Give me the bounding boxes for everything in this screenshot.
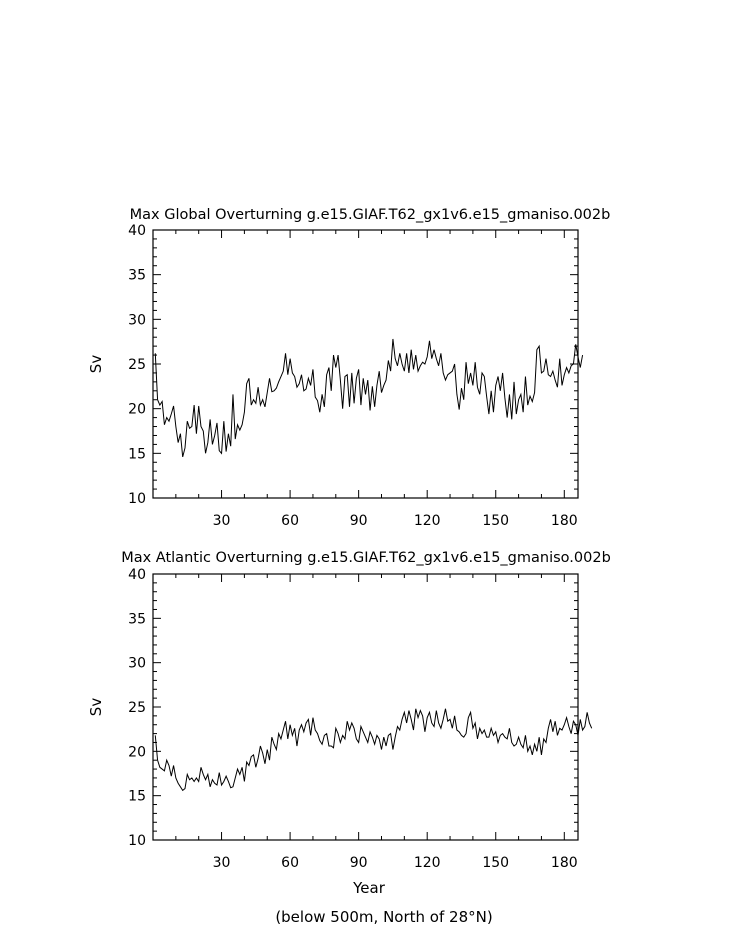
atlantic-y-tick-labels: 10 15 20 25 30 35 40 — [128, 567, 146, 849]
global-overturning-panel: Max Global Overturning g.e15.GIAF.T62_gx… — [87, 207, 610, 529]
global-x-tick-label: 90 — [350, 513, 368, 529]
global-y-tick-label: 35 — [128, 268, 146, 284]
global-plot-frame — [152, 229, 579, 499]
global-x-tick-label: 60 — [281, 513, 299, 529]
global-x-tick-labels: 30 60 90 120 150 180 — [213, 513, 578, 529]
atlantic-y-axis-label: Sv — [87, 698, 105, 717]
global-y-tick-label: 30 — [128, 312, 146, 328]
global-y-tick-labels: 10 15 20 25 30 35 40 — [128, 223, 146, 507]
atlantic-plot-frame — [152, 573, 579, 841]
atlantic-y-tick-label: 20 — [128, 744, 146, 760]
atlantic-x-tick-labels: 30 60 90 120 150 180 — [213, 855, 578, 871]
global-y-tick-label: 40 — [128, 223, 146, 239]
global-overturning-series-line — [154, 338, 584, 458]
global-y-axis-label: Sv — [87, 355, 105, 374]
atlantic-overturning-panel: Max Atlantic Overturning g.e15.GIAF.T62_… — [87, 550, 611, 897]
global-x-tick-label: 120 — [414, 513, 441, 529]
atlantic-y-tick-label: 15 — [128, 789, 146, 805]
atlantic-chart-title: Max Atlantic Overturning g.e15.GIAF.T62_… — [121, 550, 611, 566]
global-x-tick-label: 180 — [551, 513, 578, 529]
footnote: (below 500m, North of 28°N) — [275, 908, 492, 926]
atlantic-y-tick-label: 35 — [128, 611, 146, 627]
atlantic-overturning-series-line — [154, 708, 593, 792]
atlantic-y-tick-label: 25 — [128, 700, 146, 716]
atlantic-y-tick-label: 30 — [128, 656, 146, 672]
global-y-tick-label: 10 — [128, 491, 146, 507]
global-x-tick-label: 150 — [482, 513, 509, 529]
global-axis-ticks — [153, 229, 578, 499]
global-y-tick-label: 15 — [128, 446, 146, 462]
global-chart-title: Max Global Overturning g.e15.GIAF.T62_gx… — [130, 207, 611, 223]
global-x-tick-label: 30 — [213, 513, 231, 529]
atlantic-x-tick-label: 150 — [482, 855, 509, 871]
atlantic-x-tick-label: 30 — [213, 855, 231, 871]
atlantic-y-tick-label: 40 — [128, 567, 146, 583]
global-y-tick-label: 25 — [128, 357, 146, 373]
atlantic-x-tick-label: 120 — [414, 855, 441, 871]
atlantic-x-axis-label: Year — [352, 879, 386, 897]
global-y-tick-label: 20 — [128, 402, 146, 418]
atlantic-x-tick-label: 90 — [350, 855, 368, 871]
atlantic-x-tick-label: 180 — [551, 855, 578, 871]
atlantic-y-tick-label: 10 — [128, 833, 146, 849]
atlantic-x-tick-label: 60 — [281, 855, 299, 871]
atlantic-axis-ticks — [153, 573, 578, 841]
